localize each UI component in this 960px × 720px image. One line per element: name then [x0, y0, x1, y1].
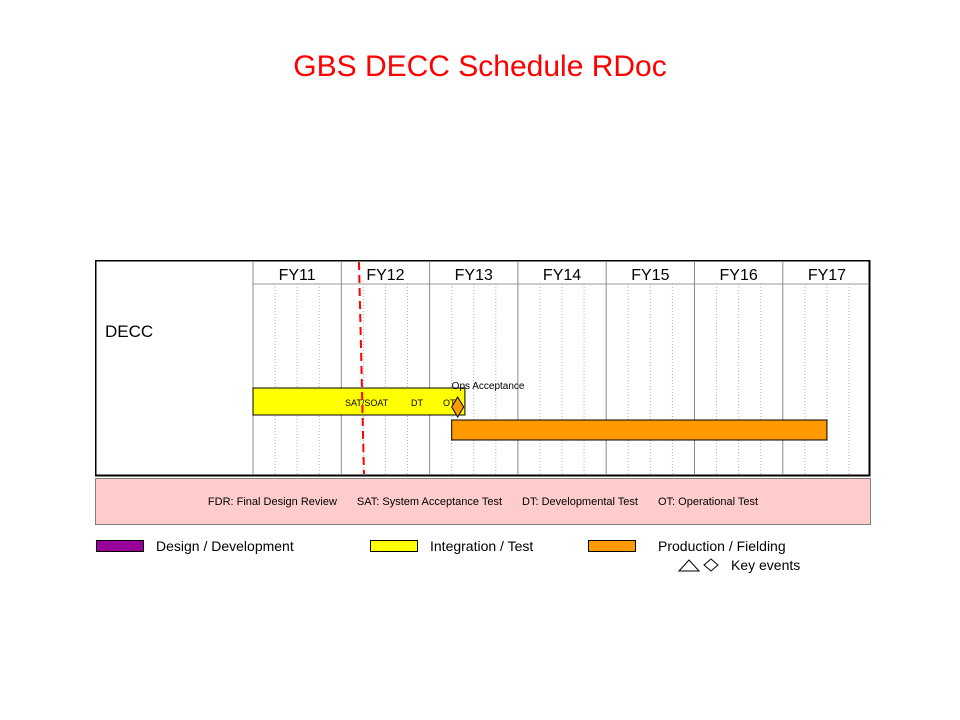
- fy-header-fy17: FY17: [808, 267, 846, 284]
- milestone-diamond: [451, 396, 465, 418]
- legend-swatch-design: [96, 540, 144, 552]
- grid-lines: [252, 262, 869, 474]
- key-event-icons: [677, 558, 719, 572]
- row-label: DECC: [105, 322, 153, 341]
- gantt-svg: FY11 FY12 FY13 FY14 FY15 FY16 FY17 DECC SAT/SO…: [95, 260, 871, 477]
- abbreviation-box: FDR: Final Design Review SAT: System Acc…: [95, 478, 871, 525]
- key-events-label: Key events: [731, 557, 801, 573]
- abbrev-sat: SAT: System Acceptance Test: [356, 495, 503, 508]
- abbrev-fdr: FDR: Final Design Review: [207, 495, 337, 508]
- chart-frame: [95, 260, 871, 477]
- legend-swatch-integration: [370, 540, 418, 552]
- bar-label-sat-soat: SAT/SOAT: [345, 398, 389, 408]
- schedule-chart: FY11 FY12 FY13 FY14 FY15 FY16 FY17 DECC SAT/SO…: [95, 260, 871, 477]
- bar-integration-test: [252, 387, 466, 416]
- fy-header-fy16: FY16: [720, 267, 758, 284]
- triangle-icon: [677, 559, 701, 572]
- milestone-label: Ops Acceptance: [452, 381, 525, 392]
- bar-label-dt: DT: [411, 398, 423, 408]
- abbrev-dt: DT: Developmental Test: [522, 495, 638, 508]
- bar-production-fielding: [451, 419, 828, 441]
- fy-header-fy11: FY11: [279, 267, 316, 284]
- now-line: [357, 261, 365, 475]
- legend-label-production: Production / Fielding: [658, 538, 786, 554]
- fy-header-fy13: FY13: [455, 267, 493, 284]
- diamond-icon: [703, 558, 719, 572]
- legend-design: Design / Development: [96, 538, 294, 554]
- page-title: GBS DECC Schedule RDoc: [293, 50, 667, 83]
- fy-header-fy12: FY12: [366, 267, 404, 284]
- fy-headers: FY11 FY12 FY13 FY14 FY15 FY16 FY17: [279, 267, 847, 284]
- legend-label-integration: Integration / Test: [430, 538, 534, 554]
- legend-swatch-production: [588, 540, 636, 552]
- milestones: Ops Acceptance: [451, 381, 525, 418]
- fy-header-fy14: FY14: [543, 267, 581, 284]
- legend-integration: Integration / Test: [370, 538, 533, 554]
- abbrev-ot: OT: Operational Test: [657, 495, 759, 508]
- schedule-bars: SAT/SOAT DT OT: [252, 387, 828, 441]
- fy-header-fy15: FY15: [631, 267, 669, 284]
- key-events-legend: Key events: [677, 556, 800, 574]
- current-date-line: [357, 261, 365, 475]
- legend-label-design: Design / Development: [156, 538, 294, 554]
- legend-production: Production / Fielding: [588, 538, 786, 554]
- bar-label-ot: OT: [443, 398, 456, 408]
